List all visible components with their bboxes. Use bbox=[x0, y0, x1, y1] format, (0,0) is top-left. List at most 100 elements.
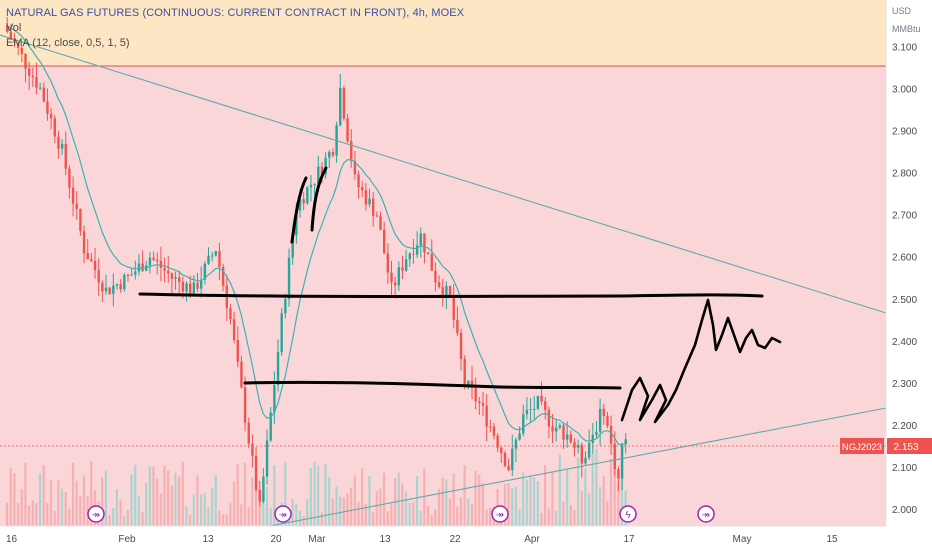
event-marker-icon[interactable]: ↠ bbox=[491, 505, 509, 523]
volume-bar bbox=[236, 463, 239, 526]
candle-body bbox=[339, 87, 342, 126]
volume-bar bbox=[221, 514, 225, 526]
candle-body bbox=[576, 444, 580, 448]
volume-bar bbox=[108, 514, 111, 526]
volume-bar bbox=[192, 494, 195, 526]
candle-body bbox=[408, 253, 411, 260]
candle-body bbox=[49, 113, 53, 119]
price-tick-label: 2.200 bbox=[892, 421, 917, 432]
event-marker-icon[interactable]: ↠ bbox=[87, 505, 105, 523]
volume-bar bbox=[448, 498, 452, 526]
volume-bar bbox=[576, 457, 580, 526]
volume-bar bbox=[9, 467, 12, 526]
volume-bar bbox=[445, 479, 448, 526]
candle-body bbox=[587, 443, 591, 458]
volume-bar bbox=[53, 511, 56, 526]
volume-bar bbox=[134, 464, 137, 526]
candle-body bbox=[573, 442, 576, 448]
volume-bar bbox=[544, 465, 547, 526]
candle-body bbox=[313, 183, 316, 185]
candle-body bbox=[456, 319, 459, 333]
rally-stroke[interactable] bbox=[290, 166, 328, 244]
volume-bar bbox=[533, 477, 536, 526]
volume-bar bbox=[573, 510, 576, 526]
volume-bar bbox=[328, 477, 331, 526]
descending-trendline[interactable] bbox=[0, 34, 887, 314]
candle-body bbox=[82, 231, 86, 254]
volume-bar bbox=[547, 508, 550, 526]
volume-bar bbox=[452, 473, 455, 526]
volume-bar bbox=[489, 507, 492, 526]
expiration-marker-icon[interactable]: ϟ bbox=[619, 505, 637, 523]
candle-body bbox=[598, 408, 602, 432]
candle-body bbox=[525, 409, 529, 415]
volume-bar bbox=[514, 486, 517, 526]
volume-bar bbox=[331, 498, 334, 526]
volume-bar bbox=[617, 482, 620, 526]
candle-body bbox=[379, 216, 382, 230]
candle-body bbox=[123, 274, 126, 290]
volume-bar bbox=[20, 489, 23, 526]
volume-bar bbox=[313, 461, 316, 526]
event-marker-icon[interactable]: ↠ bbox=[697, 505, 715, 523]
volume-bar bbox=[298, 510, 301, 526]
volume-bar bbox=[346, 493, 349, 526]
candle-body bbox=[163, 267, 166, 271]
volume-bar bbox=[456, 506, 459, 526]
candle-body bbox=[324, 157, 327, 175]
candle-body bbox=[357, 174, 360, 188]
candle-body bbox=[119, 284, 122, 290]
candle-body bbox=[9, 31, 13, 39]
volume-bar bbox=[156, 478, 159, 526]
volume-bar bbox=[613, 461, 616, 526]
candle-body bbox=[199, 279, 203, 289]
volume-bar bbox=[529, 476, 532, 526]
volume-bar bbox=[6, 502, 9, 526]
event-marker-icon[interactable]: ↠ bbox=[274, 505, 292, 523]
volume-bar bbox=[218, 510, 221, 526]
candle-body bbox=[295, 210, 298, 236]
volume-bar bbox=[459, 497, 463, 526]
chart-legend[interactable]: NATURAL GAS FUTURES (CONTINUOUS: CURRENT… bbox=[6, 6, 464, 51]
volume-bar bbox=[412, 502, 415, 526]
volume-bar bbox=[46, 503, 49, 526]
volume-bar bbox=[123, 515, 126, 526]
volume-bar bbox=[357, 501, 360, 526]
volume-bar bbox=[115, 489, 118, 526]
candle-body bbox=[71, 187, 75, 204]
time-scale[interactable] bbox=[0, 526, 932, 550]
volume-bar bbox=[525, 479, 528, 526]
volume-bar bbox=[419, 510, 422, 526]
volume-bar bbox=[214, 475, 217, 526]
candle-body bbox=[500, 447, 503, 453]
price-tag-value: 2.153 bbox=[893, 442, 918, 453]
event-markers[interactable]: ↠ ↠ ↠ ϟ ↠ bbox=[87, 505, 715, 523]
time-tick-label: 22 bbox=[449, 534, 461, 545]
volume-bar bbox=[295, 504, 298, 526]
candle-body bbox=[489, 426, 492, 428]
volume-bar bbox=[68, 508, 71, 526]
volume-bar bbox=[101, 477, 104, 526]
price-tick-label: 2.900 bbox=[892, 126, 917, 137]
resistance-level-line[interactable] bbox=[138, 292, 764, 298]
support-level-line[interactable] bbox=[243, 380, 622, 390]
candle-body bbox=[207, 255, 210, 264]
volume-bar bbox=[240, 504, 243, 526]
price-tick-labels: 3.100 3.000 2.900 2.800 2.700 2.600 2.500 2.400… bbox=[892, 42, 917, 516]
volume-bar bbox=[602, 475, 605, 526]
candle-body bbox=[580, 444, 584, 464]
candle-body bbox=[254, 455, 258, 490]
volume-bar bbox=[196, 475, 199, 526]
volume-bar bbox=[372, 512, 375, 526]
hand-drawings[interactable] bbox=[138, 166, 782, 424]
projection-scribble[interactable] bbox=[620, 298, 782, 424]
candle-body bbox=[178, 277, 181, 282]
volume-bar bbox=[478, 474, 481, 526]
ascending-trendline[interactable] bbox=[269, 407, 887, 527]
candle-body bbox=[547, 409, 551, 427]
candle-body bbox=[210, 255, 214, 257]
volume-bar bbox=[350, 487, 353, 526]
volume-bar bbox=[511, 488, 514, 526]
